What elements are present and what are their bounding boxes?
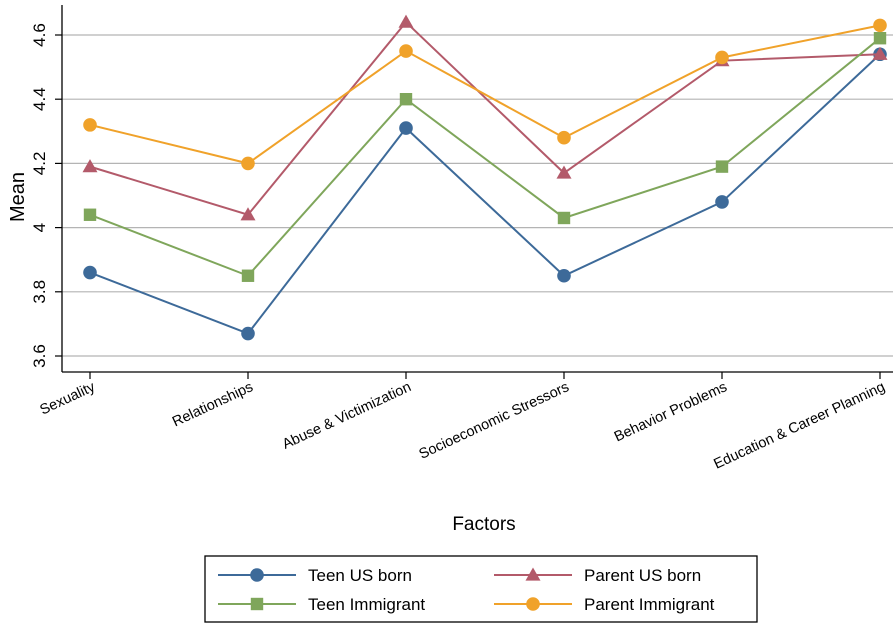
legend-item: Teen US born (218, 566, 412, 585)
data-point (557, 211, 571, 225)
data-point (83, 118, 97, 132)
series-0 (83, 47, 887, 341)
legend-marker (525, 567, 541, 581)
x-tick-label: Socioeconomic Stressors (417, 379, 572, 463)
y-tick-label: 3.6 (30, 344, 49, 368)
gridlines (62, 34, 893, 357)
legend-item: Teen Immigrant (218, 595, 425, 614)
legend-marker (250, 597, 264, 611)
y-tick-label: 3.8 (30, 280, 49, 304)
legend-item: Parent Immigrant (494, 595, 715, 614)
x-axis-label: Factors (452, 514, 515, 535)
legend-label: Teen US born (308, 566, 412, 585)
data-point (399, 44, 413, 58)
legend-marker (250, 568, 264, 582)
series-line (89, 53, 881, 335)
data-point (240, 207, 256, 221)
data-point (82, 159, 98, 173)
data-point (557, 130, 571, 145)
y-tick-label: 4.6 (30, 23, 49, 47)
legend-box (204, 555, 758, 623)
data-point (83, 265, 97, 280)
legend-label: Teen Immigrant (308, 595, 425, 614)
legend-marker (526, 597, 540, 611)
data-point (873, 18, 887, 33)
data-point (241, 156, 255, 171)
data-point (715, 160, 729, 173)
legend-label: Parent US born (584, 566, 701, 585)
y-tick-label: 4.4 (30, 87, 49, 111)
data-point (556, 165, 572, 179)
data-point (715, 195, 729, 209)
series-3 (83, 18, 887, 171)
y-tick-label: 4 (30, 223, 49, 232)
y-tick-label: 4.2 (30, 152, 49, 176)
x-tick-label: Relationships (170, 379, 256, 430)
data-point (399, 93, 413, 106)
legend: Teen US born Parent US born Teen Immigrant… (204, 555, 758, 623)
data-point (241, 326, 255, 341)
series-line (89, 37, 881, 277)
legend-label: Parent Immigrant (584, 595, 715, 614)
x-tick-label: Education & Career Planning (711, 379, 887, 473)
data-point (872, 46, 888, 60)
x-tick-label: Behavior Problems (612, 379, 730, 445)
data-point (873, 32, 887, 45)
data-point (83, 208, 97, 221)
series-2 (83, 32, 887, 282)
data-point (398, 14, 414, 28)
series-line (89, 20, 881, 216)
series-line (89, 24, 881, 165)
x-tick-label: Sexuality (38, 379, 99, 419)
series-layer (82, 14, 888, 341)
data-point (557, 268, 571, 283)
legend-item: Parent US born (494, 566, 701, 585)
series-1 (82, 14, 888, 221)
x-tick-label: Abuse & Victimization (280, 379, 414, 453)
data-point (241, 269, 255, 282)
y-axis-label: Mean (7, 172, 29, 222)
data-point (715, 50, 729, 65)
data-point (399, 121, 413, 135)
